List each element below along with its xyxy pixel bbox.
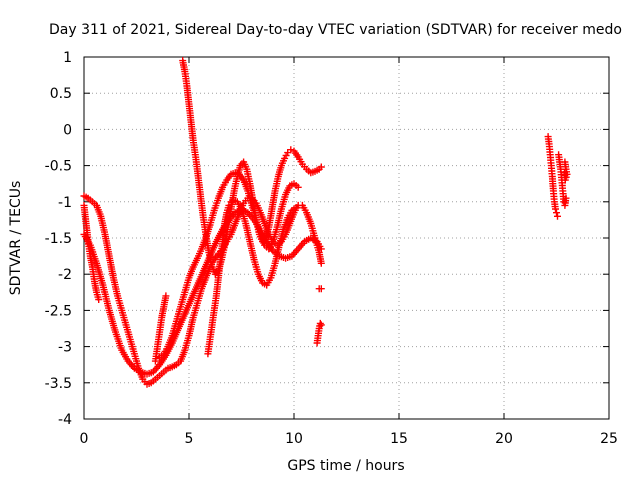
y-axis: 1 0.5 0 -0.5 -1 -1.5 -2 -2.5 -3 -3.5 -4 bbox=[45, 50, 609, 428]
y-tick-label: -3.5 bbox=[45, 376, 72, 392]
y-tick-label: 1 bbox=[63, 50, 72, 66]
y-tick-label: -0.5 bbox=[45, 159, 72, 175]
data-point bbox=[554, 212, 561, 220]
x-tick-label: 10 bbox=[285, 431, 303, 447]
y-tick-label: -3 bbox=[58, 340, 72, 356]
data-point bbox=[553, 209, 560, 217]
data-points bbox=[80, 57, 571, 388]
x-tick-label: 25 bbox=[600, 431, 618, 447]
data-point bbox=[162, 292, 170, 300]
y-axis-label: SDTVAR / TECUs bbox=[8, 181, 24, 296]
x-tick-label: 0 bbox=[80, 431, 89, 447]
data-point bbox=[317, 245, 325, 253]
y-tick-label: -1.5 bbox=[45, 231, 72, 247]
x-tick-label: 5 bbox=[185, 431, 194, 447]
x-axis-label: GPS time / hours bbox=[287, 458, 404, 474]
data-point bbox=[225, 201, 233, 209]
x-tick-label: 15 bbox=[390, 431, 408, 447]
data-point bbox=[317, 163, 325, 171]
y-tick-label: 0.5 bbox=[50, 86, 72, 102]
x-axis: 0 5 10 15 20 25 bbox=[80, 57, 618, 447]
data-point bbox=[292, 204, 300, 212]
data-point bbox=[317, 321, 325, 329]
data-point bbox=[95, 296, 103, 303]
y-tick-label: 0 bbox=[63, 122, 72, 138]
y-tick-label: -1 bbox=[58, 195, 72, 211]
x-tick-label: 20 bbox=[495, 431, 513, 447]
y-tick-label: -2.5 bbox=[45, 303, 72, 319]
data-point bbox=[552, 205, 559, 213]
y-tick-label: -4 bbox=[58, 412, 72, 428]
y-tick-label: -2 bbox=[58, 267, 72, 283]
data-point bbox=[562, 194, 570, 202]
chart-title: Day 311 of 2021, Sidereal Day-to-day VTE… bbox=[49, 22, 622, 38]
data-point bbox=[294, 183, 302, 191]
data-point bbox=[317, 259, 325, 267]
data-point bbox=[287, 146, 295, 154]
data-point bbox=[316, 319, 324, 327]
data-point bbox=[561, 169, 568, 177]
data-point bbox=[317, 285, 325, 293]
